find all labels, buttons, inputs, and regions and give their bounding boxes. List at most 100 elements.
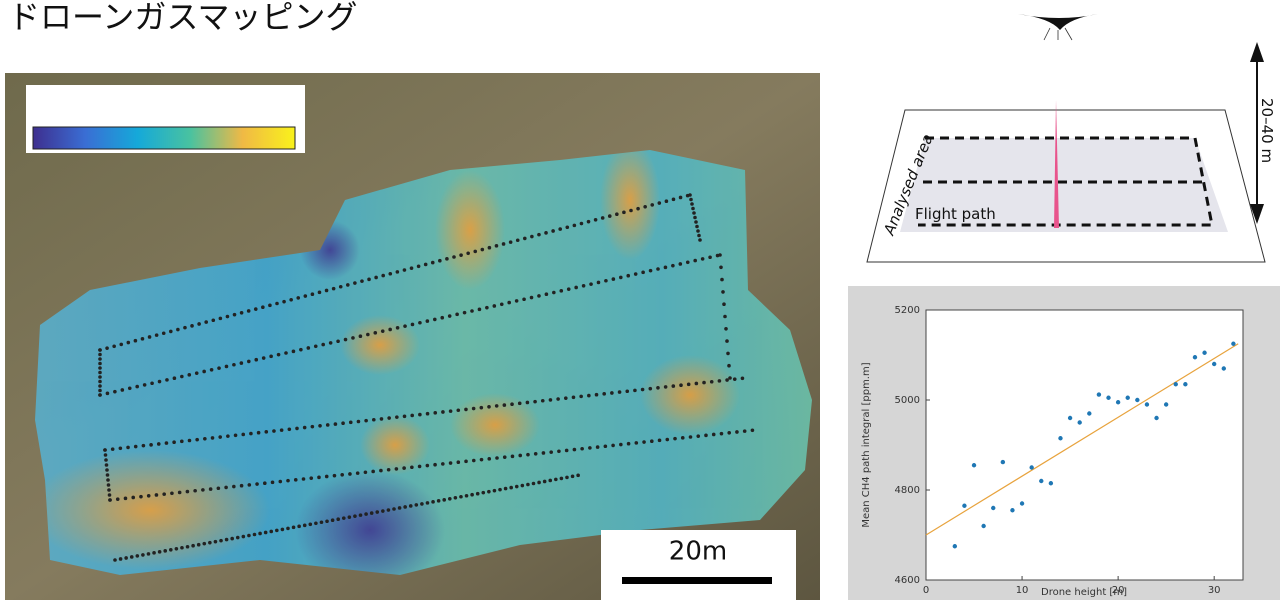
flight-dot — [126, 446, 130, 450]
flight-dot — [325, 475, 329, 479]
figure: ドローンガスマッピング 20m Analysed area Flight pa — [0, 0, 1280, 600]
flight-dot — [364, 512, 368, 516]
flight-dot — [456, 408, 460, 412]
flight-dot — [426, 319, 430, 323]
flight-dot — [371, 470, 375, 474]
flight-dot — [418, 413, 422, 417]
flight-dot — [626, 274, 630, 278]
flight-dot — [264, 430, 268, 434]
flight-dot — [664, 385, 668, 389]
flight-dot — [595, 393, 599, 397]
flight-dot — [186, 545, 190, 549]
flight-dot — [448, 314, 452, 318]
flight-dot — [701, 257, 705, 261]
flight-dot — [219, 539, 223, 543]
flight-dot — [723, 315, 727, 319]
data-point — [953, 544, 957, 548]
flight-dot — [201, 488, 205, 492]
flight-dot — [437, 499, 441, 503]
flight-dot — [523, 237, 527, 241]
flight-dot — [193, 489, 197, 493]
flight-dot — [295, 427, 299, 431]
flight-dot — [169, 548, 173, 552]
flight-dot — [230, 537, 234, 541]
flight-dot — [481, 248, 485, 252]
flight-dot — [544, 231, 548, 235]
flight-dot — [388, 272, 392, 276]
flight-dot — [98, 371, 102, 375]
flight-dot — [98, 366, 102, 370]
flight-dot — [124, 556, 128, 560]
flight-dot — [650, 203, 654, 207]
data-point — [1222, 366, 1226, 370]
flight-dot — [545, 292, 549, 296]
flight-dot — [720, 278, 724, 282]
flight-dot — [281, 528, 285, 532]
data-point — [1087, 411, 1091, 415]
flight-dot — [515, 299, 519, 303]
flight-dot — [314, 344, 318, 348]
flight-dot — [202, 370, 206, 374]
flight-dot — [157, 442, 161, 446]
flight-dot — [424, 263, 428, 267]
flight-dot — [262, 356, 266, 360]
path-label: Flight path — [915, 205, 996, 223]
flight-dot — [518, 454, 522, 458]
flight-dot — [268, 304, 272, 308]
flight-dot — [415, 503, 419, 507]
flight-dot — [418, 465, 422, 469]
flight-dot — [98, 357, 102, 361]
flight-dot — [395, 467, 399, 471]
flight-dot — [573, 224, 577, 228]
flight-dot — [481, 491, 485, 495]
flight-dot — [248, 483, 252, 487]
flight-dot — [241, 433, 245, 437]
flight-dot — [284, 351, 288, 355]
flight-dot — [296, 296, 300, 300]
flight-dot — [567, 287, 571, 291]
flight-dot — [186, 490, 190, 494]
flight-dot — [565, 225, 569, 229]
flight-dot — [480, 458, 484, 462]
flight-dot — [556, 397, 560, 401]
flight-dot — [254, 358, 258, 362]
flight-dot — [689, 435, 693, 439]
x-tick-label: 30 — [1208, 585, 1221, 596]
flight-dot — [98, 362, 102, 366]
flight-dot — [622, 211, 626, 215]
data-point — [1068, 416, 1072, 420]
flight-dot — [130, 555, 134, 559]
flight-dot — [650, 439, 654, 443]
flight-dot — [549, 450, 553, 454]
flight-dot — [526, 483, 530, 487]
flight-dot — [303, 524, 307, 528]
flight-dot — [410, 266, 414, 270]
flight-dot — [459, 253, 463, 257]
flight-dot — [698, 238, 702, 242]
flight-dot — [208, 541, 212, 545]
flight-dot — [449, 461, 453, 465]
flight-dot — [589, 282, 593, 286]
flight-dot — [688, 193, 692, 197]
flight-dot — [219, 317, 223, 321]
flight-dot — [604, 444, 608, 448]
flight-dot — [721, 290, 725, 294]
flight-dot — [602, 392, 606, 396]
flight-dot — [565, 449, 569, 453]
flight-dot — [197, 543, 201, 547]
y-axis-label: Mean CH4 path integral [ppm.m] — [861, 362, 872, 527]
flight-dot — [724, 327, 728, 331]
flight-dot — [271, 481, 275, 485]
flight-dot — [155, 333, 159, 337]
flight-dot — [478, 308, 482, 312]
flight-dot — [344, 338, 348, 342]
flight-dot — [374, 276, 378, 280]
flight-dot — [633, 389, 637, 393]
flight-dot — [113, 390, 117, 394]
flight-dot — [426, 501, 430, 505]
flight-dot — [679, 262, 683, 266]
flight-dot — [522, 297, 526, 301]
flight-dot — [641, 271, 645, 275]
flight-dot — [158, 550, 162, 554]
flight-dot — [665, 199, 669, 203]
